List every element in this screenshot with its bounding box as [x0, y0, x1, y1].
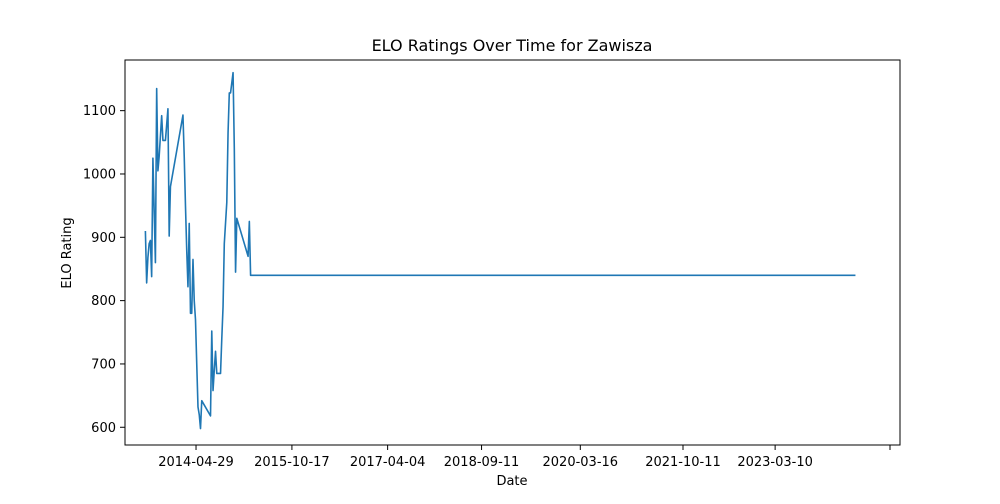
x-axis-label: Date: [496, 474, 527, 489]
y-axis-ticks: 600 700 800 900 1000 1100: [83, 104, 125, 436]
y-tick-label: 800: [91, 294, 116, 309]
x-tick-label: 2015-10-17: [254, 455, 330, 470]
x-axis-ticks: 2014-04-29 2015-10-17 2017-04-04 2018-09-11…: [158, 445, 891, 470]
x-tick-label: 2021-10-11: [645, 455, 721, 470]
y-tick-label: 700: [91, 357, 116, 372]
y-tick-label: 1100: [83, 104, 116, 119]
axes-frame: [124, 59, 901, 446]
x-tick-label: 2018-09-11: [444, 455, 520, 470]
x-tick-label: 2023-03-10: [737, 455, 813, 470]
y-tick-label: 900: [91, 231, 116, 246]
y-tick-label: 600: [91, 421, 116, 436]
x-tick-label: 2017-04-04: [350, 455, 426, 470]
chart-title: ELO Ratings Over Time for Zawisza: [372, 36, 653, 55]
plot-area: [124, 59, 901, 446]
elo-series-line: [144, 71, 856, 430]
x-tick-label: 2014-04-29: [158, 455, 234, 470]
x-tick-label: 2020-03-16: [543, 455, 619, 470]
y-tick-label: 1000: [83, 167, 116, 182]
y-axis-label: ELO Rating: [60, 217, 75, 288]
